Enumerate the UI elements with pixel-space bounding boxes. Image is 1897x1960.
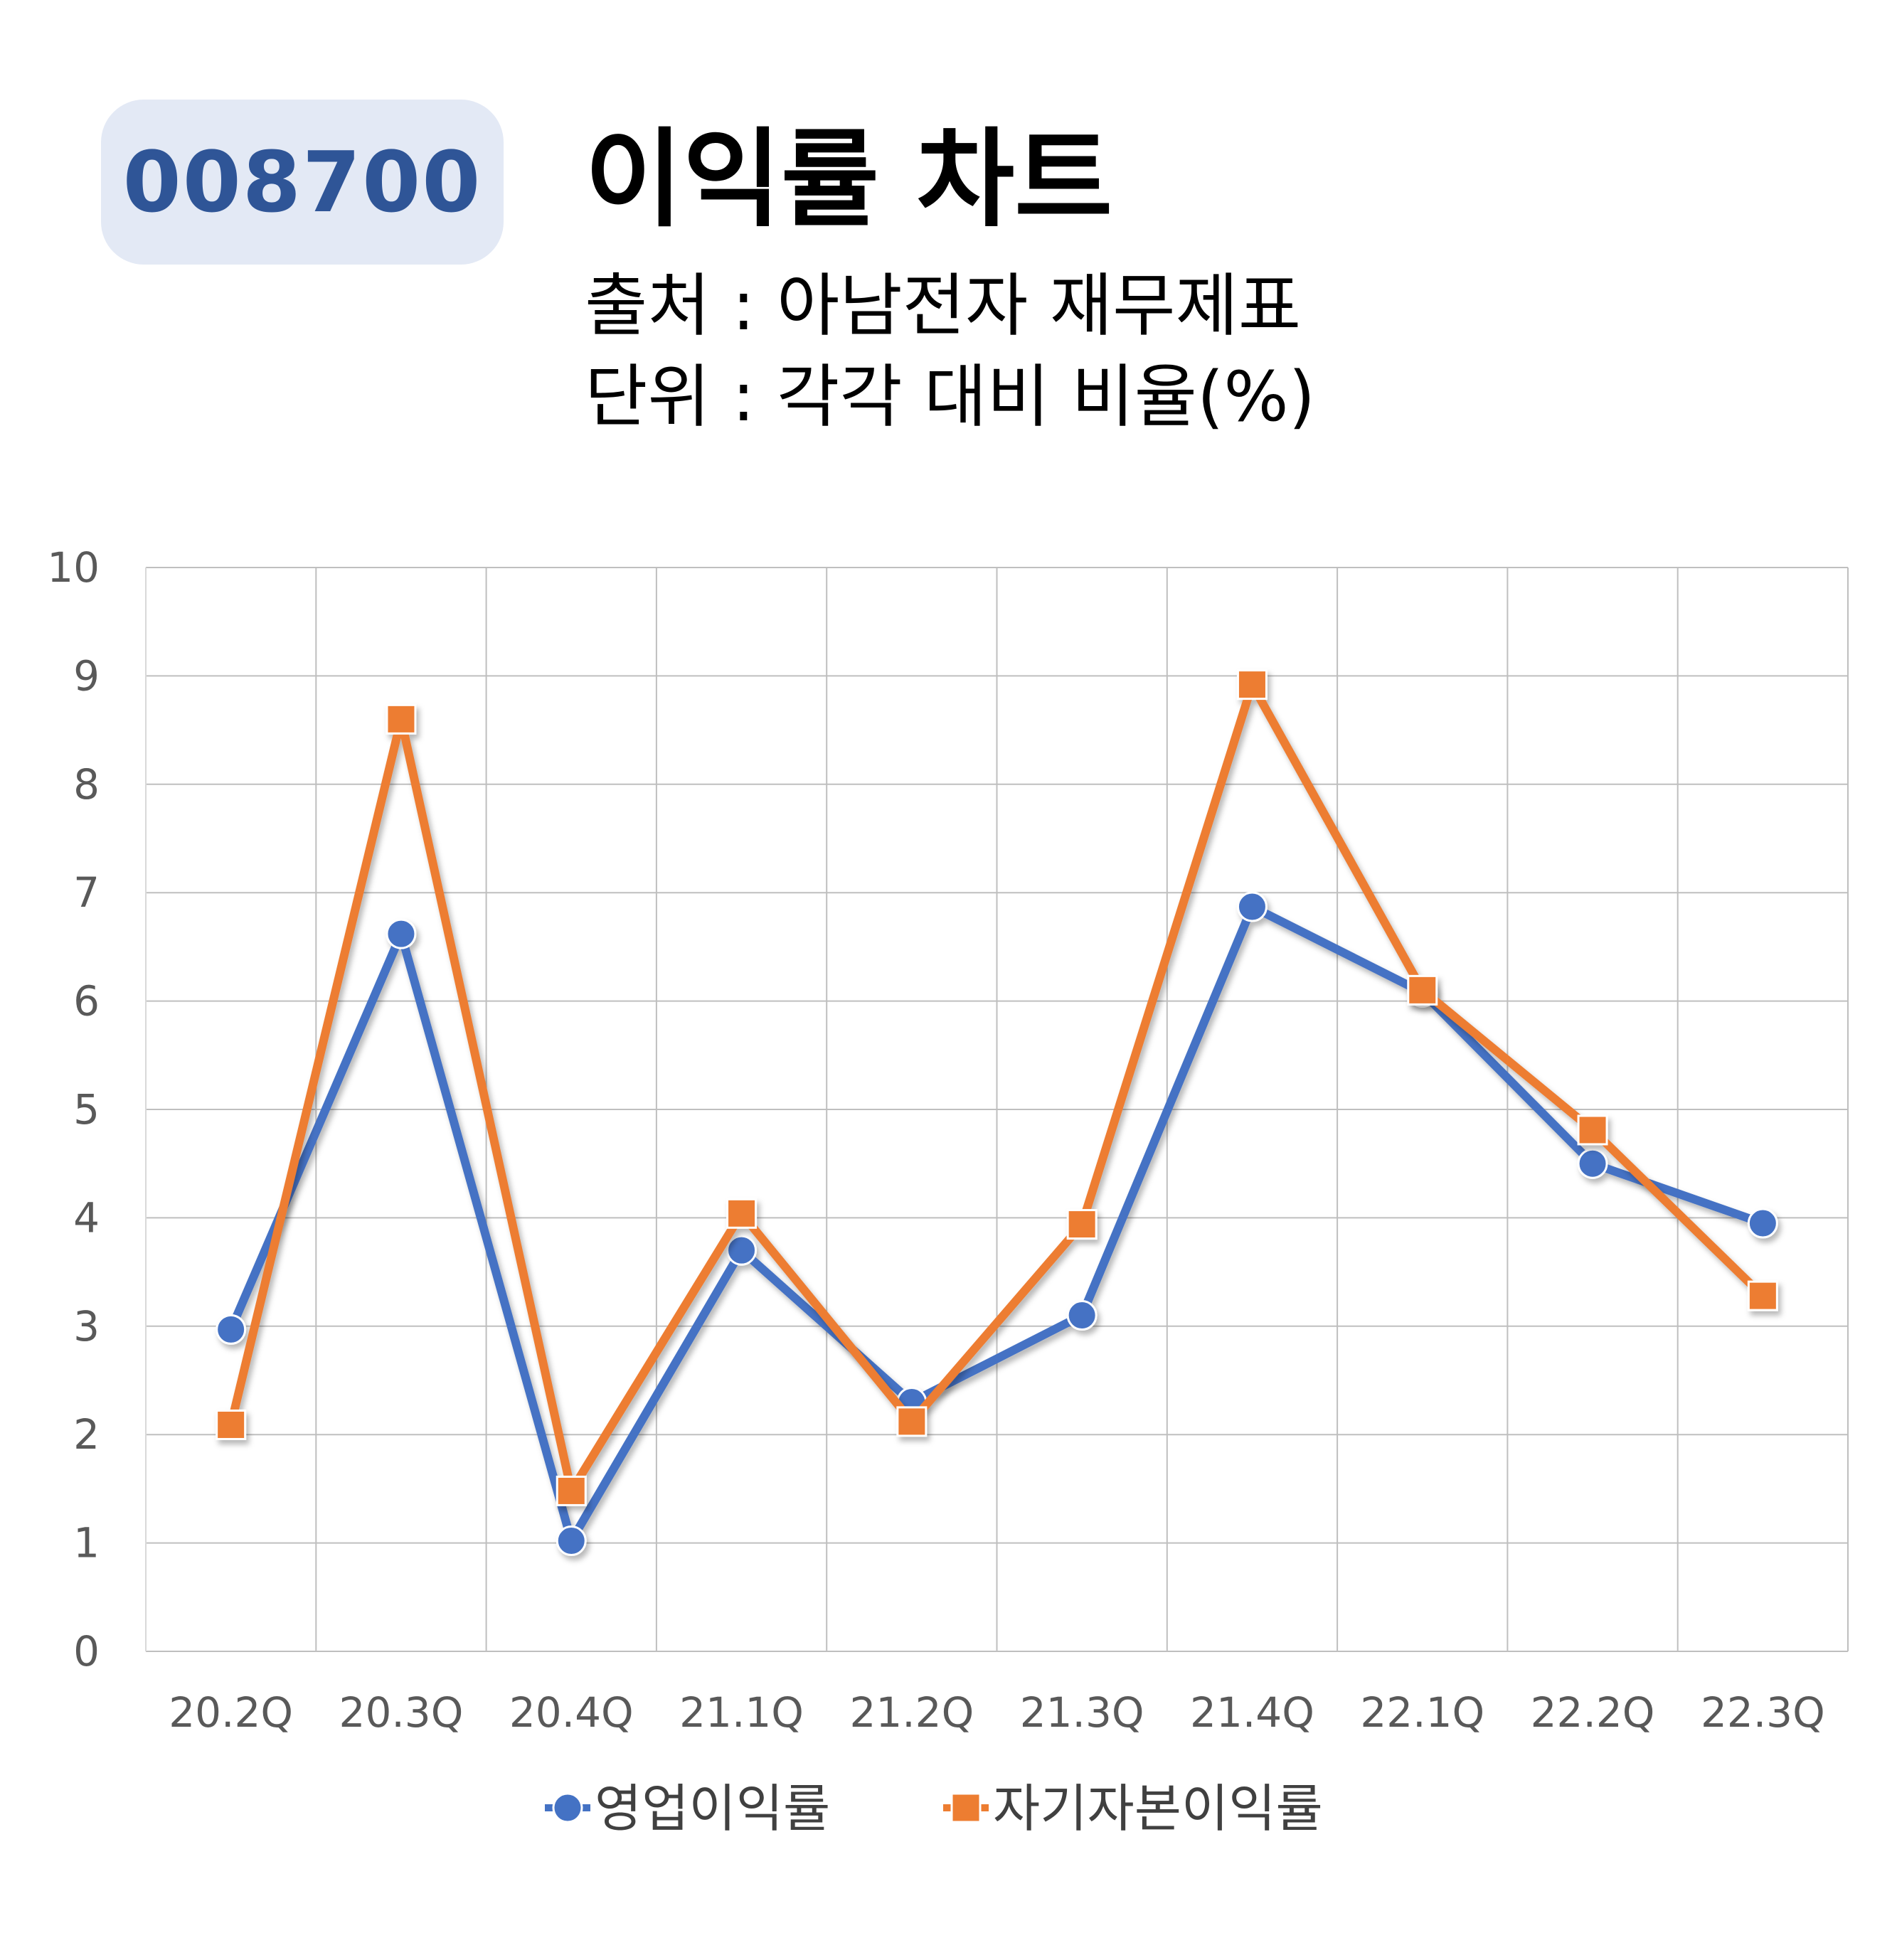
- y-tick-label: 0: [73, 1627, 100, 1676]
- data-point: [1747, 1208, 1778, 1239]
- data-point: [556, 1475, 587, 1506]
- y-axis: 0 1 2 3 4 5 6 7 8 9 10: [47, 543, 100, 1676]
- y-tick-label: 9: [73, 651, 100, 700]
- chart-title: 이익률 차트: [585, 118, 1113, 242]
- plot-area: [216, 669, 1778, 1557]
- data-point: [1577, 1114, 1608, 1146]
- y-tick-label: 8: [73, 760, 100, 809]
- y-tick-label: 4: [73, 1193, 100, 1242]
- data-point: [386, 918, 417, 949]
- data-point: [216, 1314, 247, 1345]
- x-tick-label: 21.4Q: [1190, 1688, 1314, 1737]
- y-tick-label: 7: [73, 868, 100, 917]
- y-tick-label: 3: [73, 1302, 100, 1351]
- data-point: [896, 1406, 928, 1437]
- series-line: [226, 902, 1768, 1545]
- y-tick-label: 2: [73, 1410, 100, 1459]
- x-tick-label: 22.3Q: [1701, 1688, 1825, 1737]
- x-tick-label: 22.1Q: [1360, 1688, 1484, 1737]
- x-tick-label: 21.3Q: [1020, 1688, 1144, 1737]
- x-axis: 20.2Q 20.3Q 20.4Q 21.1Q 21.2Q 21.3Q 21.4Q 22.1Q…: [169, 1688, 1824, 1737]
- x-tick-label: 20.2Q: [169, 1688, 293, 1737]
- data-point: [1407, 974, 1438, 1006]
- x-tick-label: 21.1Q: [679, 1688, 804, 1737]
- data-point: [1066, 1300, 1098, 1331]
- y-tick-label: 5: [73, 1085, 100, 1134]
- legend-label: 자기자본이익률: [993, 1779, 1323, 1838]
- x-tick-label: 21.2Q: [849, 1688, 974, 1737]
- x-tick-label: 22.2Q: [1531, 1688, 1655, 1737]
- data-point: [556, 1525, 587, 1557]
- x-tick-label: 20.4Q: [509, 1688, 634, 1737]
- series-line: [226, 680, 1768, 1496]
- unit-note: 단위 : 각각 대비 비율(%): [585, 357, 1316, 437]
- ticker-code: 008700: [122, 133, 482, 231]
- grid: [145, 567, 1849, 1652]
- y-tick-label: 6: [73, 977, 100, 1026]
- source-note: 출처 : 아남전자 재무제표: [585, 266, 1302, 346]
- y-tick-label: 1: [73, 1519, 100, 1567]
- legend-label: 영업이익률: [595, 1779, 830, 1838]
- y-tick-label: 10: [47, 543, 100, 592]
- legend-marker: [552, 1792, 583, 1823]
- data-point: [1577, 1148, 1608, 1179]
- legend-marker: [950, 1792, 982, 1823]
- x-tick-label: 20.3Q: [339, 1688, 464, 1737]
- data-point: [1236, 891, 1268, 922]
- data-point: [1747, 1280, 1778, 1311]
- legend: 영업이익률 자기자본이익률: [545, 1779, 1323, 1838]
- series-2: [216, 669, 1778, 1506]
- data-point: [386, 703, 417, 735]
- data-point: [216, 1409, 247, 1440]
- data-point: [1236, 669, 1268, 701]
- ticker-badge: 008700: [101, 100, 504, 265]
- data-point: [726, 1198, 758, 1229]
- data-point: [726, 1235, 758, 1266]
- data-point: [1066, 1209, 1098, 1240]
